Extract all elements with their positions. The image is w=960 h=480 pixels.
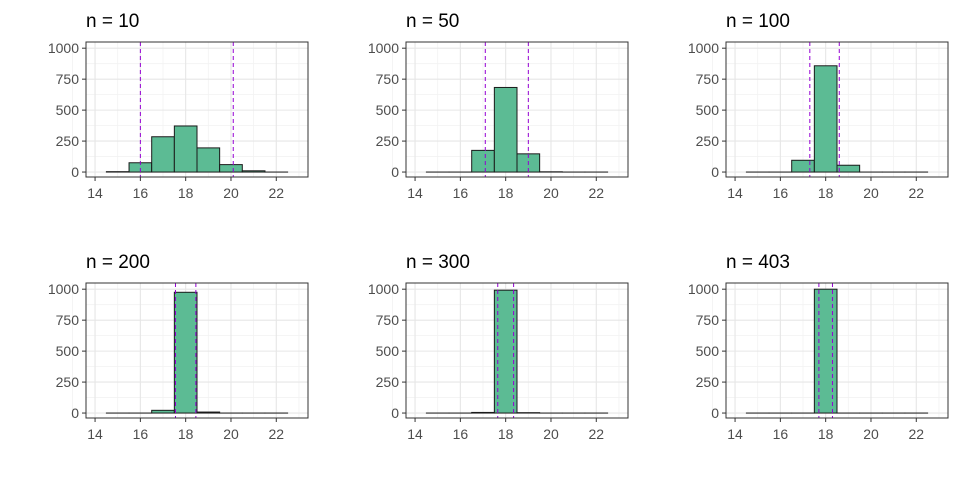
x-tick-label: 22 [588, 185, 604, 201]
x-tick-label: 18 [818, 185, 834, 201]
x-tick-label: 20 [863, 185, 879, 201]
y-tick-label: 1000 [48, 40, 79, 56]
histogram-bar [196, 411, 221, 414]
histogram-bar [813, 288, 838, 414]
x-tick-label: 14 [87, 426, 103, 442]
x-tick-label: 14 [407, 426, 423, 442]
histogram-bar [493, 86, 518, 173]
y-tick-label: 250 [696, 374, 720, 390]
histogram-bar [219, 164, 243, 173]
y-tick-label: 500 [376, 343, 400, 359]
y-tick-label: 750 [376, 312, 400, 328]
x-tick-label: 20 [543, 185, 559, 201]
x-tick-label: 14 [727, 426, 743, 442]
y-tick-label: 1000 [688, 40, 719, 56]
panel-border [725, 41, 949, 178]
x-tick-label: 20 [543, 426, 559, 442]
x-tick-label: 22 [908, 185, 924, 201]
histogram-panel-6: 0 250 500 750 1000 14 16 18 20 22 n = 403 [688, 252, 949, 442]
y-tick-label: 0 [71, 164, 79, 180]
x-tick-label: 22 [268, 185, 284, 201]
x-tick-label: 14 [87, 185, 103, 201]
histogram-bar [173, 125, 198, 173]
x-tick-label: 16 [453, 185, 469, 201]
histogram-bar [241, 170, 266, 173]
y-tick-label: 0 [711, 405, 719, 421]
y-tick-label: 0 [71, 405, 79, 421]
x-tick-label: 16 [133, 185, 149, 201]
panel-title: n = 300 [406, 252, 470, 273]
histogram-bar [471, 411, 495, 414]
panel-title: n = 403 [726, 252, 790, 273]
x-tick-label: 18 [178, 426, 194, 442]
y-tick-label: 750 [696, 71, 720, 87]
x-tick-label: 18 [818, 426, 834, 442]
y-tick-label: 250 [696, 133, 720, 149]
histogram-bar [471, 149, 495, 173]
y-tick-label: 500 [696, 102, 720, 118]
histogram-bar [791, 159, 815, 173]
x-tick-label: 14 [727, 185, 743, 201]
panel-title: n = 10 [86, 11, 139, 32]
y-tick-label: 500 [376, 102, 400, 118]
y-tick-label: 750 [56, 71, 80, 87]
histogram-bar [493, 289, 518, 414]
histogram-panel-1: 0 250 500 750 1000 14 16 18 20 22 n = 10 [48, 11, 309, 201]
x-tick-label: 22 [268, 426, 284, 442]
y-tick-label: 750 [696, 312, 720, 328]
panel-border [405, 41, 629, 178]
histogram-bar [151, 409, 175, 414]
panel-title: n = 200 [86, 252, 150, 273]
y-tick-label: 1000 [368, 281, 399, 297]
histogram-bar [151, 136, 175, 173]
y-tick-label: 250 [376, 374, 400, 390]
x-tick-label: 16 [453, 426, 469, 442]
x-tick-label: 16 [773, 185, 789, 201]
panel-border [85, 41, 309, 178]
x-tick-label: 22 [588, 426, 604, 442]
x-tick-label: 18 [178, 185, 194, 201]
x-tick-label: 22 [908, 426, 924, 442]
panel-title: n = 50 [406, 11, 459, 32]
y-tick-label: 1000 [688, 281, 719, 297]
x-tick-label: 20 [223, 185, 239, 201]
histogram-bar [836, 164, 861, 173]
panel-title: n = 100 [726, 11, 790, 32]
panel-border [405, 282, 629, 419]
y-tick-label: 0 [391, 164, 399, 180]
y-tick-label: 750 [376, 71, 400, 87]
panel-border [85, 282, 309, 419]
y-tick-label: 0 [391, 405, 399, 421]
histogram-panel-4: 0 250 500 750 1000 14 16 18 20 22 n = 200 [48, 252, 309, 442]
histogram-bar [813, 65, 838, 173]
histogram-panel-3: 0 250 500 750 1000 14 16 18 20 22 n = 100 [688, 11, 949, 201]
x-tick-label: 14 [407, 185, 423, 201]
x-tick-label: 20 [223, 426, 239, 442]
y-tick-label: 1000 [368, 40, 399, 56]
x-tick-label: 16 [773, 426, 789, 442]
histogram-bar [196, 147, 221, 173]
panel-border [725, 282, 949, 419]
y-tick-label: 500 [696, 343, 720, 359]
y-tick-label: 250 [56, 374, 80, 390]
x-tick-label: 18 [498, 185, 514, 201]
histogram-panel-5: 0 250 500 750 1000 14 16 18 20 22 n = 300 [368, 252, 629, 442]
histogram-bar [173, 291, 198, 414]
x-tick-label: 20 [863, 426, 879, 442]
y-tick-label: 1000 [48, 281, 79, 297]
y-tick-label: 250 [376, 133, 400, 149]
y-tick-label: 250 [56, 133, 80, 149]
y-tick-label: 500 [56, 343, 80, 359]
x-tick-label: 18 [498, 426, 514, 442]
x-tick-label: 16 [133, 426, 149, 442]
y-tick-label: 750 [56, 312, 80, 328]
histogram-panel-2: 0 250 500 750 1000 14 16 18 20 22 n = 50 [368, 11, 629, 201]
y-tick-label: 500 [56, 102, 80, 118]
y-tick-label: 0 [711, 164, 719, 180]
